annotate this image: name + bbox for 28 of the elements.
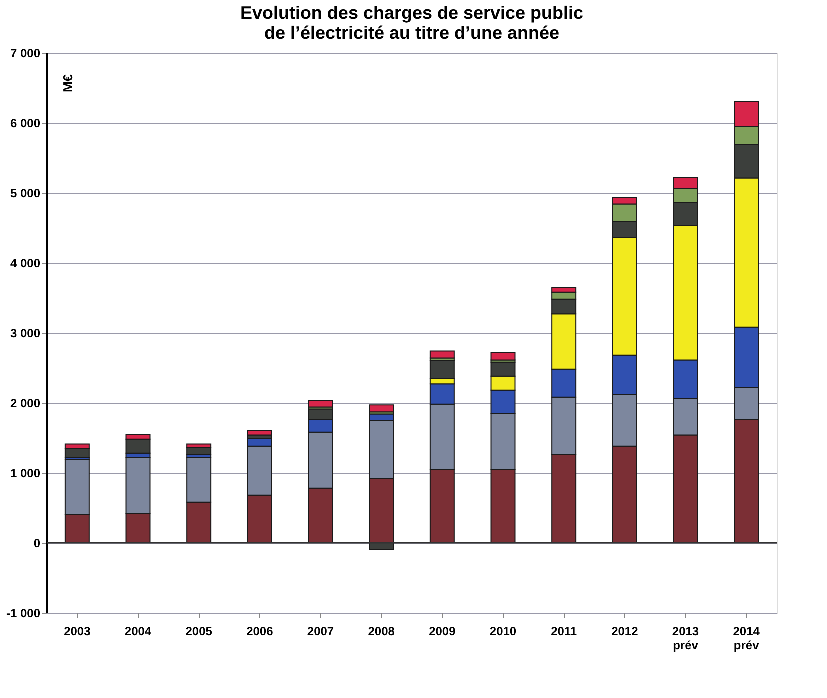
bar: [308, 400, 334, 408]
x-tick-label: 2010: [490, 624, 517, 638]
y-tick-label: 4 000: [10, 256, 41, 270]
x-tick-label: 2014 prév: [733, 624, 760, 652]
bar: [430, 350, 455, 359]
chart-title: Evolution des charges de service public de l’électricité au titre d’une année: [240, 3, 584, 43]
x-tick-label: 2012: [612, 624, 639, 638]
bar: [490, 352, 516, 361]
x-tick-label: 2008: [368, 624, 396, 638]
y-tick-label: 5 000: [10, 186, 41, 200]
x-tick-label: 2004: [124, 624, 152, 638]
y-tick-label: 2 000: [10, 396, 41, 410]
y-tick-label: 6 000: [10, 116, 41, 130]
y-tick-label: 1 000: [10, 466, 41, 480]
x-tick-label: 2005: [186, 624, 213, 638]
x-tick-label: 2003: [64, 624, 92, 638]
x-tick-label: 2006: [246, 624, 274, 638]
y-axis-title: M€: [60, 74, 76, 93]
y-tick-label: 3 000: [10, 326, 41, 340]
y-tick-label: -1 000: [6, 606, 41, 620]
bar: [247, 430, 272, 436]
y-tick-label: 7 000: [10, 46, 41, 60]
bar: [369, 404, 394, 413]
y-tick-label: 0: [34, 536, 41, 550]
x-tick-label: 2007: [307, 624, 334, 638]
x-tick-label: 2011: [551, 624, 578, 638]
x-tick-label: 2013 prév: [672, 624, 700, 652]
x-tick-label: 2009: [429, 624, 456, 638]
